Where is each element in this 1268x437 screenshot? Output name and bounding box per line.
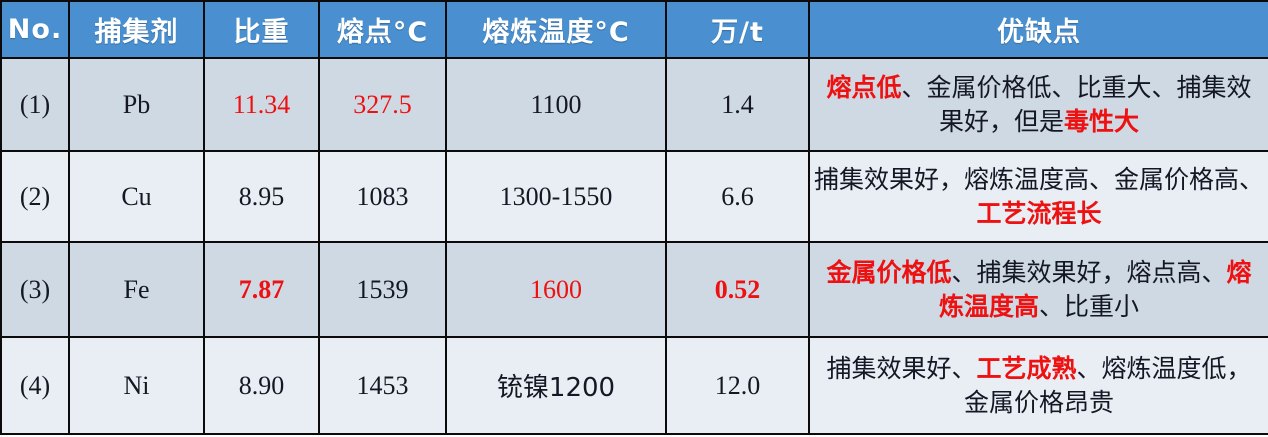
- cell-pros-cons: 熔点低、金属价格低、比重大、捕集效果好，但是毒性大: [808, 57, 1268, 152]
- remark-run: 捕集效果好、: [826, 354, 977, 383]
- table-row: (2) Cu 8.95 1083 1300-1550 6.6 捕集效果好，熔炼温…: [0, 150, 1268, 243]
- table-body: (1) Pb 11.34 327.5 1100 1.4 熔点低、金属价格低、比重…: [0, 57, 1268, 435]
- cell-no: (3): [0, 241, 70, 338]
- cell-specific-gravity: 11.34: [203, 57, 320, 152]
- table-row: (1) Pb 11.34 327.5 1100 1.4 熔点低、金属价格低、比重…: [0, 57, 1268, 152]
- column-header-pros-cons: 优缺点: [808, 0, 1268, 59]
- column-header-specific-gravity: 比重: [203, 0, 320, 59]
- cell-melting-point: 1083: [318, 150, 447, 243]
- cell-smelting-temperature: 铳镍1200: [445, 336, 667, 435]
- table-row: (4) Ni 8.90 1453 铳镍1200 12.0 捕集效果好、工艺成熟、…: [0, 336, 1268, 435]
- remark-run: 工艺流程长: [976, 198, 1102, 228]
- column-header-no: No.: [0, 0, 70, 59]
- remark-run: 捕集效果好，熔炼温度高、金属价格高、: [814, 165, 1265, 194]
- table-row: (3) Fe 7.87 1539 1600 0.52 金属价格低、捕集效果好，熔…: [0, 241, 1268, 338]
- cell-no: (2): [0, 150, 70, 243]
- cell-no: (1): [0, 57, 70, 152]
- remark-run: 熔炼温度高: [938, 258, 1252, 321]
- cell-pros-cons: 捕集效果好、工艺成熟、熔炼温度低，金属价格昂贵: [808, 336, 1268, 435]
- cell-specific-gravity: 7.87: [203, 241, 320, 338]
- remark-run: 熔点低: [826, 73, 902, 102]
- cell-price: 12.0: [665, 336, 810, 435]
- column-header-melting-point: 熔点°C: [318, 0, 447, 59]
- cell-agent: Cu: [68, 150, 205, 243]
- cell-agent: Ni: [68, 336, 205, 435]
- column-header-agent: 捕集剂: [68, 0, 205, 59]
- remark-run: 、金属价格低、比重大、捕集效果好，但是: [901, 73, 1252, 136]
- cell-price: 1.4: [665, 57, 810, 152]
- cell-agent: Fe: [68, 241, 205, 338]
- cell-smelting-temperature: 1300-1550: [445, 150, 667, 243]
- cell-specific-gravity: 8.90: [203, 336, 320, 435]
- cell-melting-point: 327.5: [318, 57, 447, 152]
- table-header: No. 捕集剂 比重 熔点°C 熔炼温度°C 万/t 优缺点: [0, 0, 1268, 59]
- column-header-price: 万/t: [665, 0, 810, 59]
- cell-melting-point: 1453: [318, 336, 447, 435]
- remark-run: 、比重小: [1039, 291, 1140, 321]
- cell-smelting-temperature: 1100: [445, 57, 667, 152]
- cell-price: 0.52: [665, 241, 810, 338]
- cell-specific-gravity: 8.95: [203, 150, 320, 243]
- column-header-smelting-temperature: 熔炼温度°C: [445, 0, 667, 59]
- cell-price: 6.6: [665, 150, 810, 243]
- remark-run: 、捕集效果好，熔点高、: [951, 258, 1227, 287]
- table-header-row: No. 捕集剂 比重 熔点°C 熔炼温度°C 万/t 优缺点: [0, 0, 1268, 59]
- cell-agent: Pb: [68, 57, 205, 152]
- cell-smelting-temperature: 1600: [445, 241, 667, 338]
- cell-pros-cons: 捕集效果好，熔炼温度高、金属价格高、工艺流程长: [808, 150, 1268, 243]
- cell-pros-cons: 金属价格低、捕集效果好，熔点高、熔炼温度高、比重小: [808, 241, 1268, 338]
- remark-run: 、熔炼温度低，金属价格昂贵: [963, 354, 1252, 417]
- cell-melting-point: 1539: [318, 241, 447, 338]
- remark-run: 工艺成熟: [976, 354, 1077, 383]
- remark-run: 毒性大: [1064, 106, 1140, 136]
- remark-run: 金属价格低: [826, 258, 952, 287]
- cell-no: (4): [0, 336, 70, 435]
